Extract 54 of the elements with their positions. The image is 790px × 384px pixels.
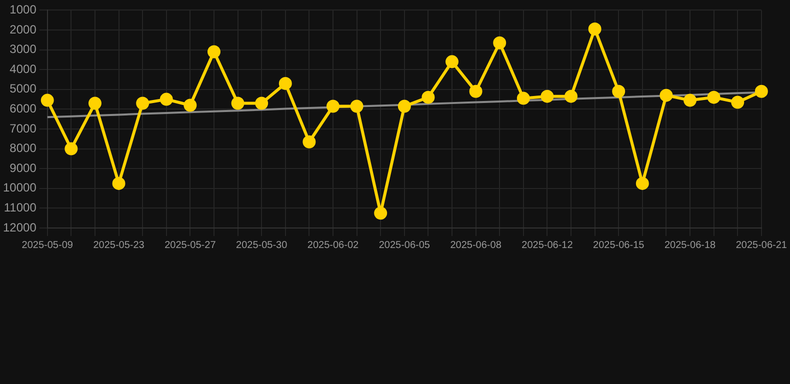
point (660, 88, 673, 102)
point (302, 135, 316, 148)
point (112, 176, 126, 190)
x-tick-label: 2025-06-08 (450, 240, 502, 251)
x-tick-label: 2025-06-05 (378, 240, 430, 251)
point (255, 96, 268, 110)
point (469, 84, 482, 98)
y-tick-label: 10000 (2, 180, 37, 195)
point (398, 100, 411, 113)
point (422, 90, 435, 104)
point (493, 36, 506, 50)
y-tick-label: 1000 (10, 2, 37, 17)
point (88, 96, 102, 110)
y-tick-label: 11000 (4, 200, 37, 215)
y-tick-label: 3000 (10, 42, 37, 56)
point (326, 100, 340, 113)
y-tick-label: 7000 (10, 121, 37, 136)
point (684, 94, 697, 107)
x-tick-label: 2025-05-30 (236, 240, 288, 251)
point (707, 90, 720, 104)
x-tick-label: 2025-06-12 (522, 240, 574, 251)
point (136, 96, 150, 110)
x-tick-label: 2025-06-02 (307, 240, 360, 251)
point (184, 98, 197, 112)
point (588, 22, 602, 36)
y-tick-label: 9000 (10, 160, 37, 175)
point (446, 55, 458, 68)
y-tick-label: 8000 (10, 141, 37, 156)
point (516, 92, 530, 105)
point (278, 76, 292, 90)
point (731, 96, 744, 109)
x-tick-label: 2025-06-15 (593, 240, 645, 251)
x-tick-label: 2025-05-09 (22, 240, 74, 251)
point (160, 92, 173, 106)
y-tick-label: 12000 (2, 220, 37, 234)
x-tick-label: 2025-06-18 (664, 240, 716, 251)
y-tick-label: 5000 (10, 82, 37, 96)
point (540, 90, 554, 103)
y-tick-label: 2000 (10, 22, 37, 36)
x-tick-label: 2025-05-23 (93, 240, 145, 251)
point (64, 142, 78, 156)
x-tick-label: 2025-05-27 (164, 240, 216, 251)
x-tick-label: 2025-06-21 (736, 240, 788, 251)
y-tick-label: 4000 (10, 62, 37, 76)
point (636, 176, 649, 190)
point (612, 84, 626, 98)
y-tick-label: 6000 (10, 102, 37, 116)
point (40, 94, 54, 107)
point (564, 90, 578, 103)
point (207, 45, 220, 58)
point (350, 100, 364, 113)
point (374, 206, 388, 220)
point (231, 96, 244, 110)
point (754, 84, 768, 98)
